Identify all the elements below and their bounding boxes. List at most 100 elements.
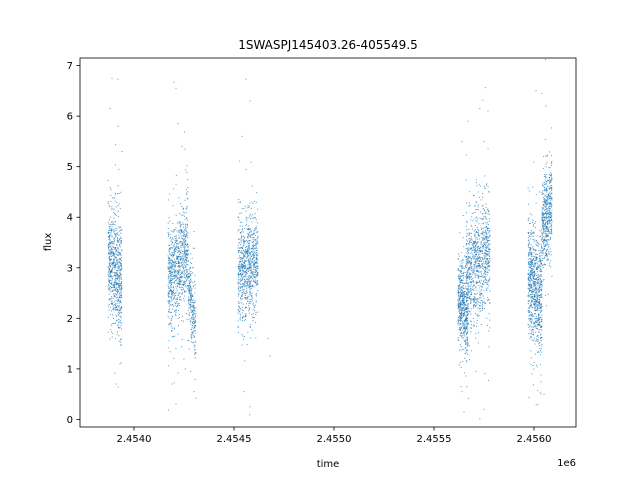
data-point [116,240,118,242]
data-point [487,271,489,273]
data-point [179,222,181,224]
data-point [169,351,171,353]
data-point [459,295,461,297]
data-point [239,307,241,309]
data-point [193,231,195,233]
data-point [467,291,469,293]
data-point [184,270,186,272]
data-point [246,223,248,225]
data-point [251,201,253,203]
data-point [245,276,247,278]
data-point [118,285,120,287]
data-point [463,326,465,328]
data-point [110,275,112,277]
data-point [179,258,181,260]
data-point [109,273,111,275]
data-point [472,243,474,245]
data-point [545,213,547,215]
data-point [543,223,545,225]
data-point [533,302,535,304]
data-point [459,308,461,310]
data-point [461,313,463,315]
data-point [186,256,188,258]
data-point [467,287,469,289]
data-point [254,266,256,268]
data-point [529,264,531,266]
data-point [479,282,481,284]
data-point [467,314,469,316]
data-point [117,296,119,298]
data-point [255,273,257,275]
data-point [484,249,486,251]
data-point [238,290,240,292]
data-point [120,266,122,268]
data-point [237,309,239,311]
data-point [116,305,118,307]
data-point [536,257,538,259]
data-point [536,338,538,340]
data-point [529,263,531,265]
data-point [533,282,535,284]
data-point [534,285,536,287]
data-point [538,302,540,304]
data-point [248,307,250,309]
data-point [192,314,194,316]
data-point [255,231,257,233]
data-point [254,248,256,250]
data-point [533,340,535,342]
data-point [465,275,467,277]
data-point [480,211,482,213]
data-point [530,290,532,292]
data-point [250,208,252,210]
data-point [118,298,120,300]
data-point [477,204,479,206]
data-point [532,232,534,234]
data-point [532,278,534,280]
data-point [530,276,531,278]
data-point [241,283,243,285]
data-point [116,202,118,204]
data-point [461,309,463,311]
data-point [486,258,488,260]
data-point [249,202,251,204]
data-point [192,319,194,321]
data-point [531,326,533,328]
data-point [547,179,549,181]
data-point [183,270,185,272]
data-point [487,324,489,326]
data-point [460,285,462,287]
data-point [167,257,169,259]
data-point [195,307,197,309]
data-point [548,205,550,207]
data-point [167,266,169,268]
data-point [474,241,476,243]
data-point [190,299,192,301]
data-point [244,275,246,277]
data-point [464,372,466,374]
data-point [488,261,490,263]
data-point [538,321,540,323]
data-point [107,236,109,238]
data-point [169,260,171,262]
data-point [108,299,110,301]
data-point [253,249,255,251]
data-point [459,315,461,317]
data-point [112,265,114,267]
data-point [178,262,179,264]
data-point [539,326,541,328]
data-point [183,268,185,270]
data-point [535,299,537,301]
data-point [464,332,466,334]
data-point [112,302,114,304]
data-point [478,263,480,264]
data-point [534,256,536,258]
data-point [536,256,538,258]
data-point [530,278,532,280]
data-point [487,213,489,215]
data-point [120,262,122,264]
data-point [551,163,553,165]
data-point [179,274,181,276]
data-point [246,241,248,243]
data-point [252,239,254,241]
data-point [461,300,463,302]
